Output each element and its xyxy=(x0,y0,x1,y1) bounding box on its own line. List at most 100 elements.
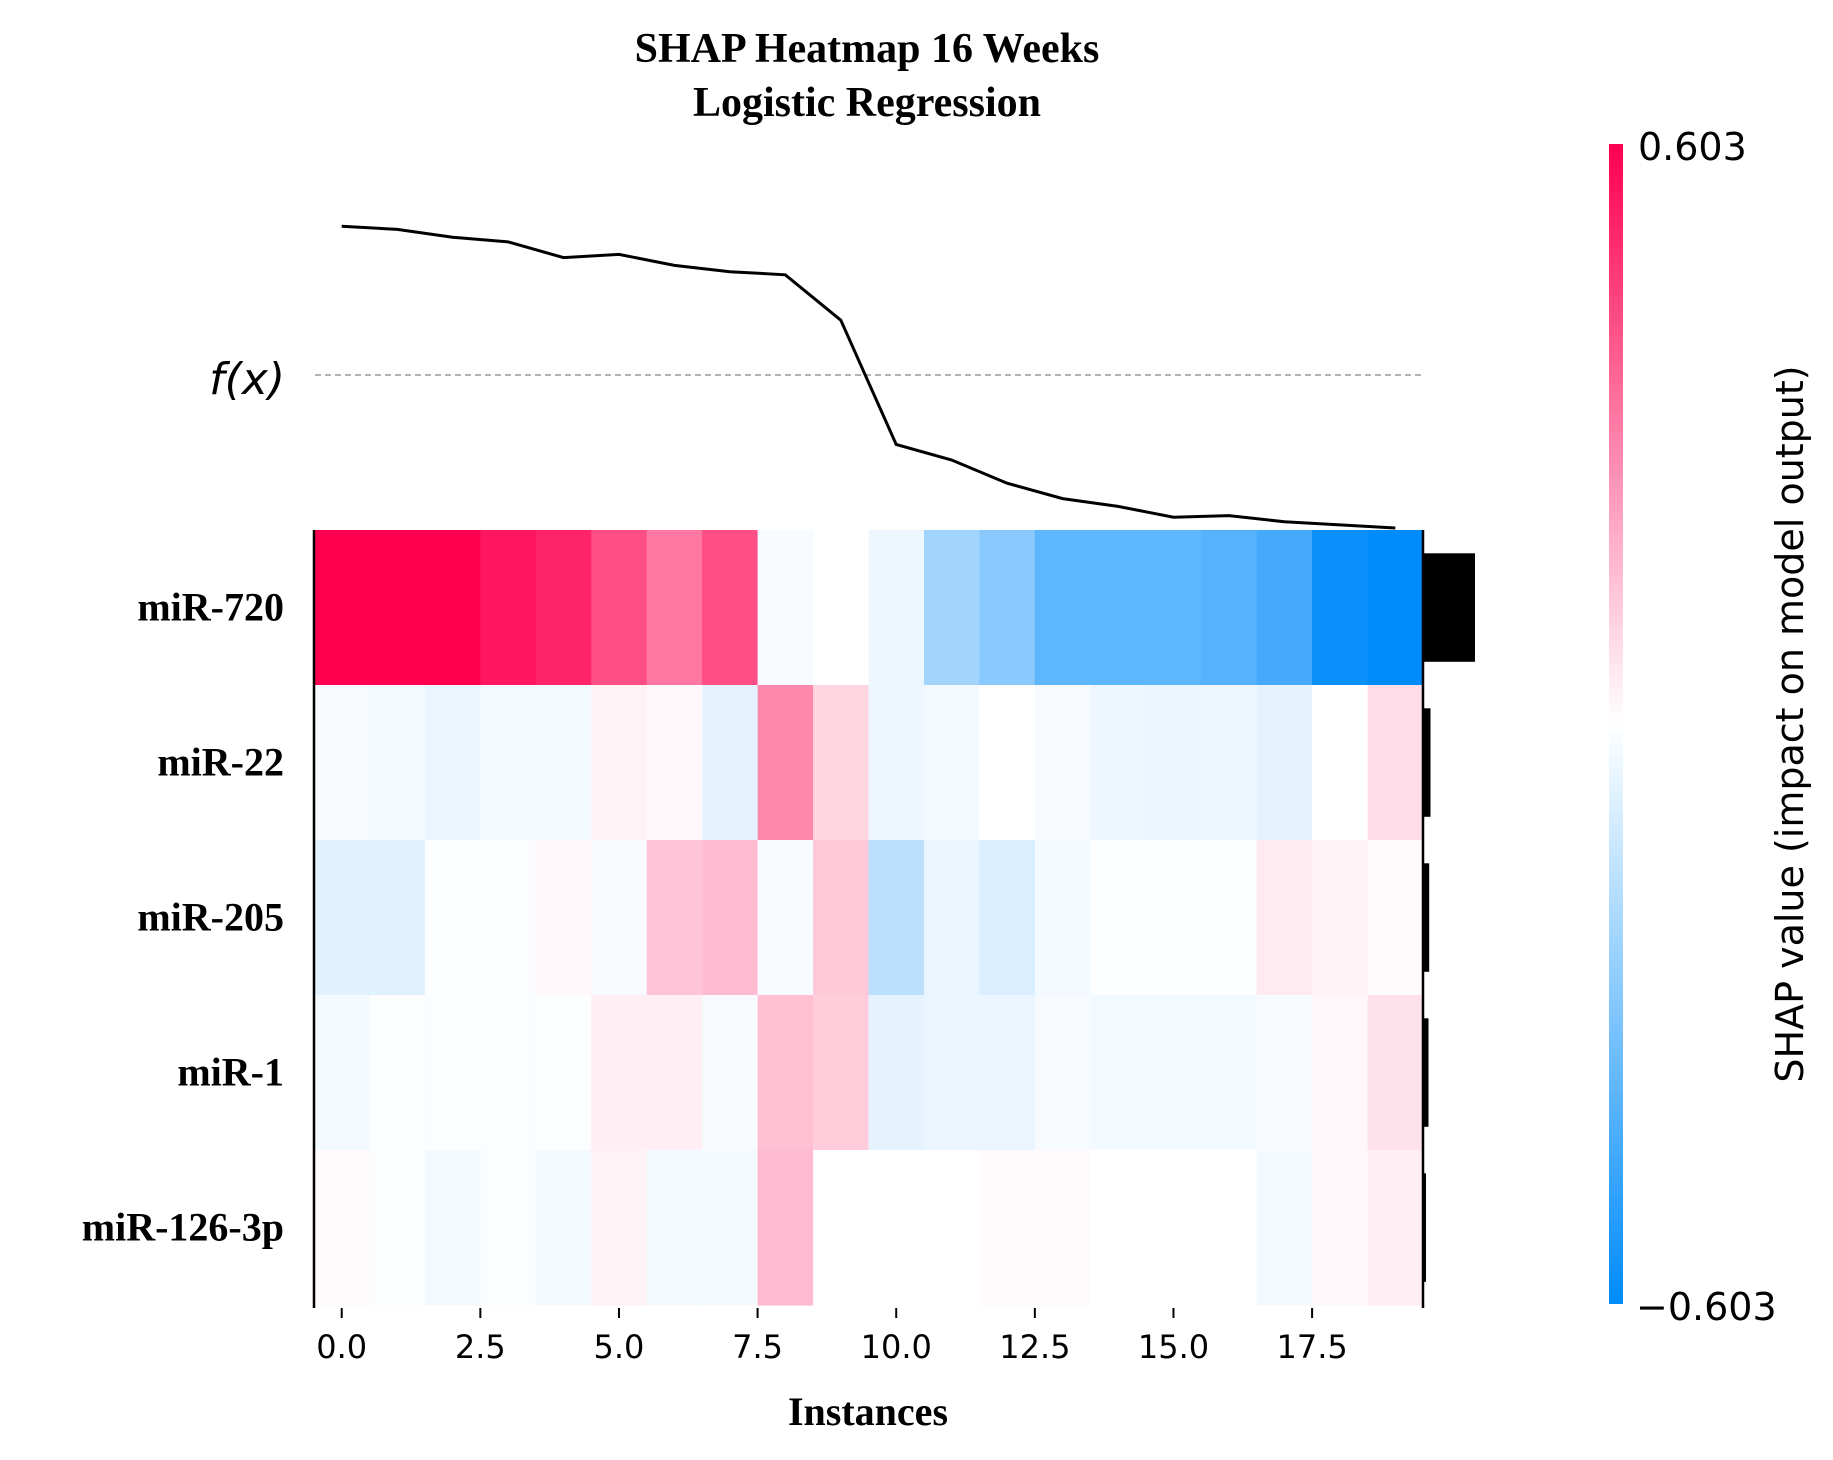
heatmap-cell xyxy=(757,530,814,686)
heatmap-cell xyxy=(424,840,481,996)
heatmap-cell xyxy=(535,530,592,686)
chart-subtitle: Logistic Regression xyxy=(693,80,1041,126)
heatmap-cell xyxy=(923,1150,980,1306)
heatmap-cell xyxy=(1367,1150,1424,1306)
heatmap-cell xyxy=(1367,995,1424,1151)
chart-title: SHAP Heatmap 16 Weeks xyxy=(635,26,1100,72)
fx-label: f(x) xyxy=(209,354,285,405)
heatmap-cell xyxy=(480,995,537,1151)
feature-labels: miR-720 miR-22 miR-205 miR-1 miR-126-3p xyxy=(82,585,284,1250)
x-axis-ticks: 0.0 2.5 5.0 7.5 10.0 12.5 15.0 17.5 xyxy=(316,1308,1348,1366)
heatmap-cell xyxy=(369,685,426,841)
heatmap-cell xyxy=(1256,530,1313,686)
heatmap-cell xyxy=(1367,530,1424,686)
heatmap-cell xyxy=(1201,995,1258,1151)
x-tick-label: 5.0 xyxy=(594,1328,645,1366)
heatmap-cell xyxy=(1090,1150,1147,1306)
heatmap-cell xyxy=(1201,1150,1258,1306)
heatmap-cell xyxy=(591,685,648,841)
heatmap-cell xyxy=(979,840,1036,996)
heatmap-cell xyxy=(702,840,759,996)
feature-label: miR-720 xyxy=(137,585,284,630)
colorbar-max-label: 0.603 xyxy=(1638,125,1747,169)
heatmap-cell xyxy=(757,685,814,841)
heatmap-cell xyxy=(591,995,648,1151)
heatmap-cell xyxy=(535,840,592,996)
heatmap-cell xyxy=(757,840,814,996)
heatmap-cell xyxy=(1034,530,1091,686)
heatmap-cell xyxy=(1145,840,1202,996)
x-tick-label: 0.0 xyxy=(316,1328,367,1366)
feature-label: miR-126-3p xyxy=(82,1205,284,1250)
heatmap-cell xyxy=(923,685,980,841)
heatmap-cell xyxy=(813,1150,870,1306)
heatmap-cell xyxy=(813,530,870,686)
heatmap-cell xyxy=(424,995,481,1151)
heatmap-cell xyxy=(702,1150,759,1306)
x-tick-label: 17.5 xyxy=(1276,1328,1347,1366)
heatmap-cell xyxy=(979,995,1036,1151)
colorbar-min-label: −0.603 xyxy=(1636,1285,1777,1329)
heatmap-cell xyxy=(424,530,481,686)
feature-label: miR-22 xyxy=(157,740,284,785)
heatmap-cell xyxy=(1090,685,1147,841)
heatmap-cell xyxy=(314,685,371,841)
heatmap-cell xyxy=(646,840,703,996)
heatmap-cell xyxy=(314,1150,371,1306)
heatmap-cell xyxy=(1256,995,1313,1151)
importance-bar xyxy=(1423,1018,1429,1127)
heatmap-cell xyxy=(1034,1150,1091,1306)
heatmap-cell xyxy=(979,530,1036,686)
heatmap-cell xyxy=(702,995,759,1151)
heatmap-cell xyxy=(480,1150,537,1306)
x-tick-label: 10.0 xyxy=(861,1328,932,1366)
heatmap-cell xyxy=(535,995,592,1151)
heatmap-cell xyxy=(369,840,426,996)
heatmap-cell xyxy=(646,995,703,1151)
heatmap-cell xyxy=(1312,530,1369,686)
heatmap-cell xyxy=(1145,1150,1202,1306)
heatmap-cell xyxy=(480,840,537,996)
heatmap-cell xyxy=(868,530,925,686)
colorbar xyxy=(1609,144,1623,1304)
heatmap-cell xyxy=(1090,995,1147,1151)
colorbar-label: SHAP value (impact on model output) xyxy=(1768,365,1812,1082)
heatmap-cell xyxy=(314,530,371,686)
x-tick-label: 12.5 xyxy=(999,1328,1070,1366)
heatmap-cell xyxy=(1145,530,1202,686)
heatmap-cell xyxy=(1312,840,1369,996)
importance-bar xyxy=(1423,863,1430,972)
heatmap-cell xyxy=(369,995,426,1151)
heatmap-cell xyxy=(591,530,648,686)
feature-label: miR-1 xyxy=(177,1050,284,1095)
heatmap-cell xyxy=(1034,685,1091,841)
heatmap-cell xyxy=(1034,840,1091,996)
heatmap-cell xyxy=(591,840,648,996)
heatmap-cell xyxy=(1367,685,1424,841)
x-tick-label: 7.5 xyxy=(732,1328,783,1366)
heatmap-cell xyxy=(868,685,925,841)
heatmap-cell xyxy=(646,1150,703,1306)
heatmap-cell xyxy=(1312,1150,1369,1306)
heatmap-cell xyxy=(813,685,870,841)
heatmap-cell xyxy=(535,1150,592,1306)
heatmap-cell xyxy=(1256,1150,1313,1306)
heatmap-cell xyxy=(813,840,870,996)
heatmap-cell xyxy=(369,530,426,686)
heatmap-cell xyxy=(1090,530,1147,686)
x-tick-label: 2.5 xyxy=(455,1328,506,1366)
heatmap-cell xyxy=(868,840,925,996)
feature-importance-bars xyxy=(1423,553,1475,1282)
x-axis-label: Instances xyxy=(788,1389,948,1434)
heatmap-cell xyxy=(1256,840,1313,996)
heatmap-cell xyxy=(1145,685,1202,841)
heatmap-cell xyxy=(923,840,980,996)
heatmap-cell xyxy=(979,685,1036,841)
heatmap-cell xyxy=(979,1150,1036,1306)
heatmap-cell xyxy=(868,995,925,1151)
heatmap-cell xyxy=(813,995,870,1151)
heatmap-cell xyxy=(480,530,537,686)
heatmap-cell xyxy=(424,685,481,841)
heatmap-cell xyxy=(1145,995,1202,1151)
